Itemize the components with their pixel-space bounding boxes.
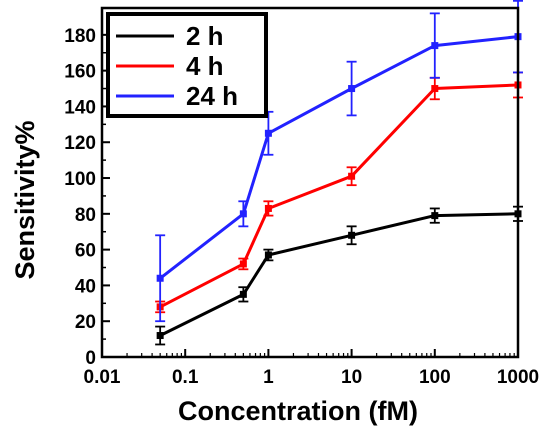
data-point-1-2: [264, 204, 272, 212]
data-point-2-0: [156, 274, 164, 282]
plot-frame: [100, 6, 520, 359]
y-tick-label-5: 100: [64, 169, 96, 190]
series-line-2: [159, 35, 519, 280]
y-axis-title: Sensitivity%: [10, 120, 40, 279]
y-tick-label-4: 80: [75, 205, 96, 226]
legend-label-1: 4 h: [186, 51, 224, 81]
data-point-0-2: [264, 251, 272, 259]
y-tick-label-1: 20: [75, 312, 96, 333]
series-line-1: [159, 83, 519, 309]
legend-label-0: 2 h: [186, 21, 224, 51]
data-point-2-3: [348, 85, 356, 93]
y-tick-label-6: 120: [64, 133, 96, 154]
data-point-1-4: [431, 85, 439, 93]
y-tick-label-7: 140: [64, 97, 96, 118]
data-point-0-0: [156, 332, 164, 340]
legend-label-2: 24 h: [186, 81, 238, 111]
y-tick-label-2: 40: [75, 276, 96, 297]
x-tick-label-1: 0.1: [172, 367, 199, 388]
y-tick-label-3: 60: [75, 241, 96, 262]
x-tick-label-3: 10: [341, 367, 362, 388]
y-tick-label-9: 180: [64, 26, 96, 47]
series-line-0: [159, 212, 519, 337]
data-point-2-2: [264, 129, 272, 137]
y-tick-label-8: 160: [64, 62, 96, 83]
legend: 2 h4 h24 h: [106, 12, 268, 118]
x-tick-label-0: 0.01: [84, 367, 121, 388]
data-point-2-4: [431, 42, 439, 50]
x-tick-label-5: 1000: [497, 367, 539, 388]
data-point-0-4: [431, 212, 439, 220]
data-point-1-3: [348, 172, 356, 180]
x-tick-label-4: 100: [419, 367, 451, 388]
axes: 0 20 40 60 80 100 120 140 160 180 0.01 0.1 1 10 100 100…: [64, 6, 539, 388]
x-axis-title: Concentration (fM): [178, 396, 418, 426]
data-point-2-1: [239, 210, 247, 218]
data-point-0-3: [348, 231, 356, 239]
x-tick-label-2: 1: [263, 367, 274, 388]
y-tick-label-0: 0: [85, 348, 96, 369]
data-point-0-1: [239, 290, 247, 298]
data-point-1-1: [239, 260, 247, 268]
